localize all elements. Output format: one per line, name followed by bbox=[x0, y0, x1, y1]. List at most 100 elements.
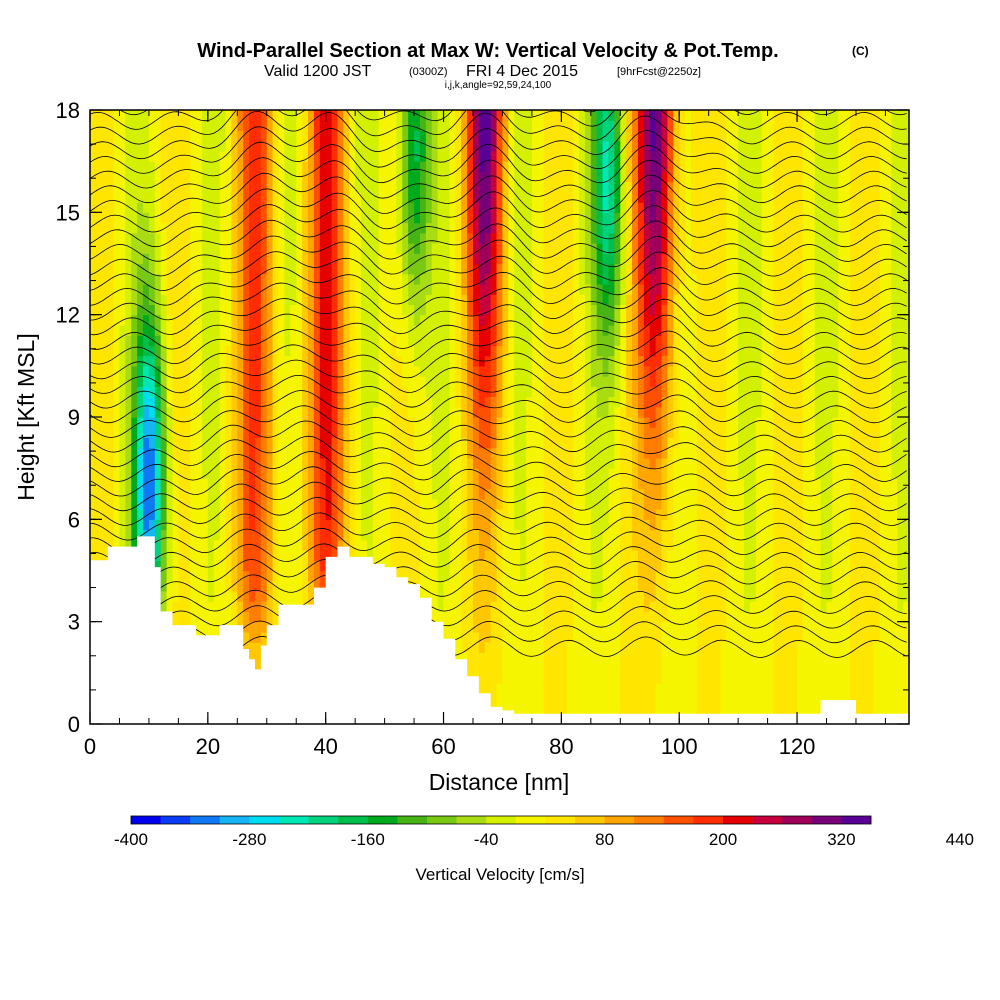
velocity-cell bbox=[284, 376, 291, 387]
velocity-cell bbox=[302, 498, 309, 510]
velocity-cell bbox=[178, 140, 185, 152]
velocity-cell bbox=[573, 283, 580, 295]
velocity-cell bbox=[308, 529, 315, 541]
velocity-cell bbox=[254, 560, 262, 572]
velocity-cell bbox=[431, 191, 439, 203]
velocity-cell bbox=[478, 560, 486, 572]
velocity-cell bbox=[184, 560, 191, 572]
velocity-cell bbox=[225, 468, 233, 479]
velocity-cell bbox=[366, 355, 374, 367]
velocity-cell bbox=[490, 498, 498, 510]
velocity-cell bbox=[201, 611, 209, 623]
velocity-cell bbox=[231, 498, 238, 510]
velocity-cell bbox=[514, 509, 521, 520]
velocity-cell bbox=[520, 150, 527, 162]
velocity-cell bbox=[213, 253, 221, 265]
velocity-cell bbox=[196, 283, 203, 295]
velocity-cell bbox=[308, 417, 315, 428]
velocity-cell bbox=[219, 580, 227, 592]
velocity-cell bbox=[184, 232, 191, 244]
velocity-cell bbox=[396, 386, 403, 398]
velocity-cell bbox=[396, 253, 403, 265]
velocity-cell bbox=[154, 560, 162, 572]
velocity-cell bbox=[543, 263, 551, 275]
velocity-cell bbox=[231, 601, 238, 613]
velocity-cell bbox=[478, 191, 486, 203]
velocity-cell bbox=[526, 427, 533, 439]
velocity-cell bbox=[331, 498, 339, 510]
velocity-cell bbox=[579, 703, 586, 715]
velocity-cell bbox=[549, 693, 557, 705]
velocity-cell bbox=[508, 263, 515, 275]
velocity-cell bbox=[290, 529, 297, 541]
velocity-cell bbox=[143, 386, 150, 398]
velocity-cell bbox=[526, 222, 533, 234]
velocity-cell bbox=[461, 590, 468, 602]
velocity-cell bbox=[526, 406, 533, 418]
velocity-cell bbox=[443, 181, 451, 193]
velocity-cell bbox=[302, 345, 309, 357]
velocity-cell bbox=[90, 539, 97, 551]
velocity-cell bbox=[160, 120, 168, 132]
velocity-cell bbox=[119, 457, 126, 469]
velocity-cell bbox=[148, 437, 156, 449]
velocity-cell bbox=[284, 140, 291, 152]
velocity-cell bbox=[254, 611, 262, 623]
velocity-cell bbox=[201, 191, 209, 203]
velocity-cell bbox=[313, 519, 321, 531]
velocity-cell bbox=[107, 468, 115, 479]
velocity-cell bbox=[372, 498, 380, 510]
velocity-cell bbox=[231, 529, 238, 541]
velocity-cell bbox=[260, 161, 268, 172]
velocity-cell bbox=[296, 232, 303, 244]
velocity-cell bbox=[425, 243, 433, 254]
velocity-cell bbox=[573, 222, 580, 234]
velocity-cell bbox=[508, 662, 515, 674]
velocity-cell bbox=[284, 253, 291, 265]
velocity-cell bbox=[160, 161, 168, 172]
velocity-cell bbox=[154, 283, 162, 295]
velocity-cell bbox=[543, 171, 551, 183]
velocity-cell bbox=[272, 468, 280, 479]
velocity-cell bbox=[437, 273, 445, 285]
velocity-cell bbox=[107, 345, 115, 357]
velocity-cell bbox=[148, 488, 156, 500]
velocity-cell bbox=[143, 509, 150, 520]
velocity-cell bbox=[537, 222, 545, 234]
velocity-cell bbox=[119, 130, 126, 142]
velocity-cell bbox=[390, 273, 397, 285]
velocity-cell bbox=[361, 406, 368, 418]
velocity-cell bbox=[390, 355, 397, 367]
velocity-cell bbox=[390, 294, 397, 306]
velocity-cell bbox=[113, 457, 121, 469]
velocity-cell bbox=[278, 181, 286, 193]
velocity-cell bbox=[502, 652, 509, 664]
velocity-cell bbox=[419, 590, 427, 602]
velocity-cell bbox=[95, 509, 103, 520]
velocity-cell bbox=[372, 529, 380, 541]
velocity-cell bbox=[396, 468, 403, 479]
velocity-cell bbox=[502, 273, 509, 285]
velocity-cell bbox=[90, 130, 97, 142]
velocity-cell bbox=[561, 417, 568, 428]
velocity-cell bbox=[172, 232, 179, 244]
velocity-cell bbox=[561, 232, 568, 244]
velocity-cell bbox=[290, 283, 297, 295]
velocity-cell bbox=[308, 509, 315, 520]
velocity-cell bbox=[567, 519, 574, 531]
velocity-cell bbox=[219, 396, 227, 408]
velocity-cell bbox=[361, 355, 368, 367]
velocity-cell bbox=[543, 550, 551, 561]
velocity-cell bbox=[284, 447, 291, 459]
velocity-cell bbox=[154, 314, 162, 326]
velocity-cell bbox=[425, 283, 433, 295]
velocity-cell bbox=[573, 365, 580, 377]
velocity-cell bbox=[196, 396, 203, 408]
velocity-cell bbox=[337, 335, 344, 346]
velocity-cell bbox=[172, 570, 179, 582]
velocity-cell bbox=[302, 335, 309, 346]
velocity-cell bbox=[402, 437, 409, 449]
velocity-cell bbox=[390, 140, 397, 152]
velocity-cell bbox=[549, 130, 557, 142]
velocity-cell bbox=[313, 263, 321, 275]
